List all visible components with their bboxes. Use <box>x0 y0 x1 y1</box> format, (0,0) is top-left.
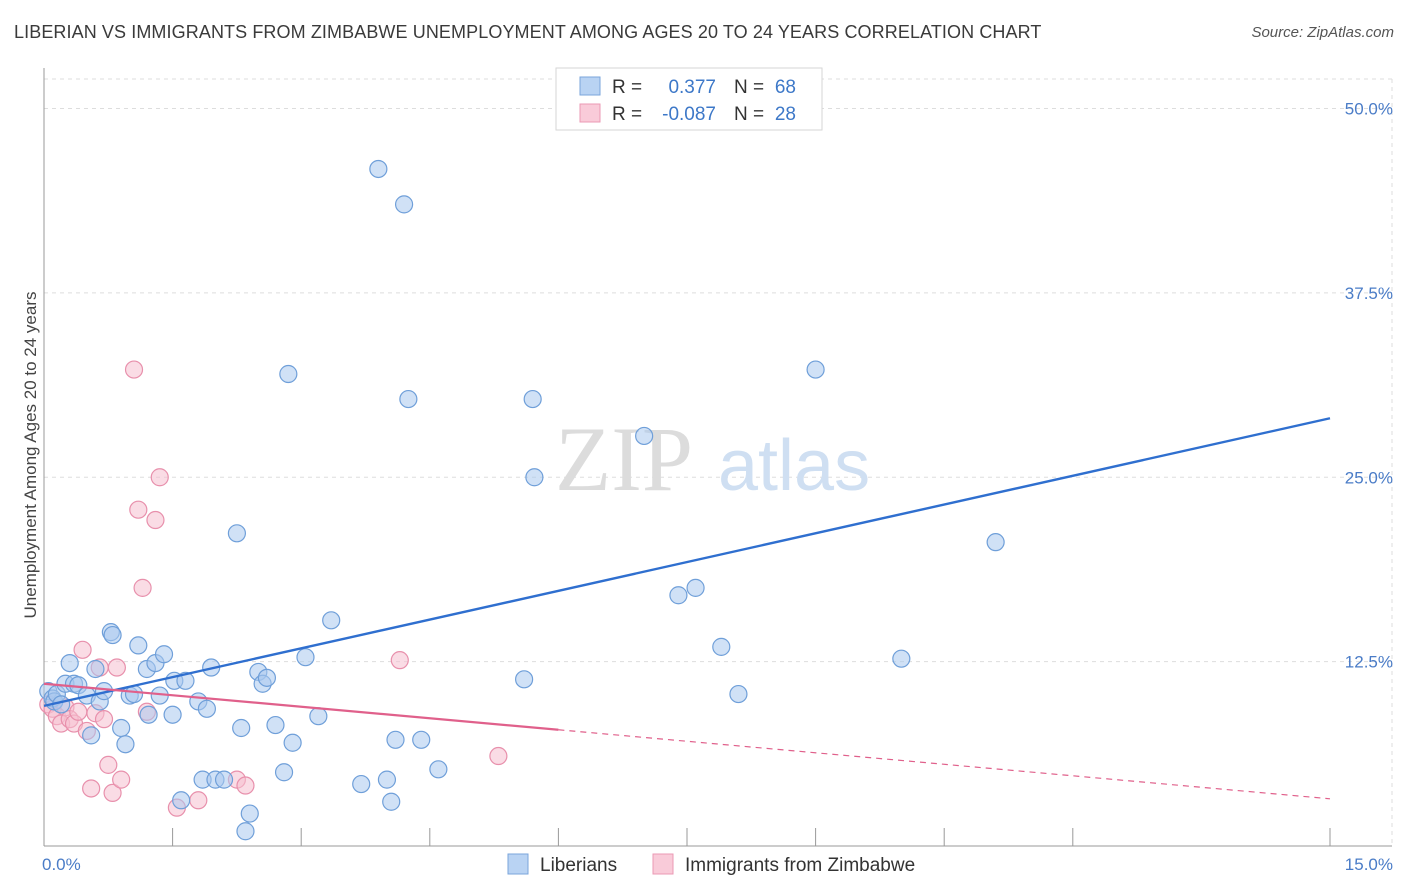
y-axis-tick-labels: 12.5% 25.0% 37.5% 50.0% <box>1345 100 1393 672</box>
legend-swatch-liberians <box>579 76 601 96</box>
zimbabwe-point-10 <box>82 779 101 798</box>
liberians-point-66 <box>729 684 748 704</box>
y-axis-label: Unemployment Among Ages 20 to 24 years <box>21 292 40 619</box>
liberians-point-38 <box>236 822 255 841</box>
liberians-point-55 <box>394 195 414 214</box>
bottom-legend-label-liberians: Liberians <box>540 855 617 876</box>
bottom-legend-swatch-zimbabwe <box>652 853 674 875</box>
zimbabwe-point-17 <box>112 770 131 789</box>
zimbabwe-point-7 <box>69 702 88 721</box>
liberians-point-59 <box>515 670 534 689</box>
bottom-legend-swatch-liberians <box>507 853 529 875</box>
legend-swatch-zimbabwe <box>579 103 601 123</box>
liberians-point-6 <box>60 653 79 673</box>
zimbabwe-point-19 <box>129 500 148 519</box>
zimbabwe-point-13 <box>94 710 114 729</box>
liberians-point-47 <box>296 648 315 667</box>
liberians-point-45 <box>279 364 298 384</box>
legend-r-label-1: R = <box>612 77 642 98</box>
chart-title: LIBERIAN VS IMMIGRANTS FROM ZIMBABWE UNE… <box>14 22 1042 42</box>
liberians-point-35 <box>214 770 234 789</box>
liberians-point-52 <box>377 770 397 789</box>
zimbabwe-point-18 <box>124 360 144 379</box>
liberians-point-62 <box>635 426 654 446</box>
liberians-point-42 <box>257 668 277 687</box>
liberians-point-64 <box>686 578 705 597</box>
legend-n-value-1: 68 <box>775 77 796 98</box>
y-tick-label-3: 50.0% <box>1345 100 1393 119</box>
liberians-point-25 <box>154 645 174 664</box>
liberians-point-51 <box>369 159 388 179</box>
watermark-atlas: atlas <box>718 426 870 506</box>
legend-r-value-1: 0.377 <box>668 77 716 98</box>
liberians-point-63 <box>669 586 688 605</box>
liberians-point-53 <box>382 792 401 811</box>
liberians-point-57 <box>412 730 431 749</box>
trend-lines <box>43 417 1331 800</box>
liberians-point-67 <box>806 360 825 379</box>
liberians-point-26 <box>163 705 182 724</box>
liberians-point-11 <box>86 659 105 679</box>
liberians-point-61 <box>525 468 544 487</box>
liberians-point-43 <box>266 715 285 735</box>
series-immigrants-from-zimbabwe <box>39 360 508 817</box>
liberians-point-54 <box>386 730 405 749</box>
liberians-point-32 <box>197 699 216 718</box>
zimbabwe-point-14 <box>99 755 118 774</box>
zimbabwe-point-20 <box>133 578 152 597</box>
liberians-point-28 <box>172 791 191 810</box>
trend-line-liberians <box>43 417 1331 708</box>
legend-n-label-1: N = <box>734 77 764 98</box>
zimbabwe-point-29 <box>489 746 508 766</box>
trend-line-zimbabwe-solid <box>43 682 559 731</box>
legend-r-value-2: -0.087 <box>662 104 716 125</box>
bottom-legend-label-zimbabwe: Immigrants from Zimbabwe <box>685 855 915 876</box>
x-axis-tick-labels: 0.0% 15.0% <box>42 855 1393 874</box>
y-tick-label-1: 25.0% <box>1345 468 1393 487</box>
liberians-point-68 <box>892 649 911 668</box>
liberians-point-37 <box>232 718 251 738</box>
zimbabwe-point-28 <box>390 651 409 670</box>
liberians-point-16 <box>112 718 131 738</box>
zimbabwe-point-23 <box>150 468 169 487</box>
liberians-point-50 <box>352 774 371 794</box>
correlation-legend: R = 0.377 N = 68 R = -0.087 N = 28 <box>555 67 823 131</box>
liberians-point-39 <box>240 804 259 823</box>
liberians-point-69 <box>986 533 1005 552</box>
legend-n-label-2: N = <box>734 104 764 125</box>
zimbabwe-point-15 <box>103 783 122 803</box>
liberians-point-49 <box>322 611 341 630</box>
liberians-point-44 <box>274 763 294 782</box>
liberians-point-46 <box>283 733 302 752</box>
liberians-point-65 <box>712 637 731 656</box>
x-tick-label-0: 0.0% <box>42 855 81 874</box>
liberians-point-10 <box>82 726 101 745</box>
series-legend: Liberians Immigrants from Zimbabwe <box>507 853 915 876</box>
liberians-point-29 <box>176 671 195 690</box>
zimbabwe-point-25 <box>189 791 208 810</box>
y-tick-label-2: 37.5% <box>1345 284 1393 303</box>
liberians-point-36 <box>227 524 246 543</box>
axes <box>43 68 1392 847</box>
legend-r-label-2: R = <box>612 104 642 125</box>
liberians-point-20 <box>129 636 148 655</box>
legend-n-value-2: 28 <box>775 104 796 125</box>
liberians-point-48 <box>309 707 328 726</box>
zimbabwe-point-16 <box>107 658 126 677</box>
liberians-point-22 <box>139 705 158 724</box>
trend-line-zimbabwe-dashed <box>558 729 1331 800</box>
zimbabwe-point-27 <box>236 776 255 795</box>
liberians-point-56 <box>399 389 418 409</box>
liberians-point-60 <box>523 389 542 409</box>
liberians-point-15 <box>103 625 122 645</box>
x-tick-label-1: 15.0% <box>1345 855 1393 874</box>
liberians-point-17 <box>116 735 135 754</box>
zimbabwe-point-8 <box>73 640 92 659</box>
liberians-point-58 <box>429 760 448 779</box>
y-tick-label-0: 12.5% <box>1345 653 1393 672</box>
source-label: Source: ZipAtlas.com <box>1251 24 1394 41</box>
watermark-zip: ZIP <box>555 408 693 510</box>
zimbabwe-point-22 <box>146 510 165 530</box>
